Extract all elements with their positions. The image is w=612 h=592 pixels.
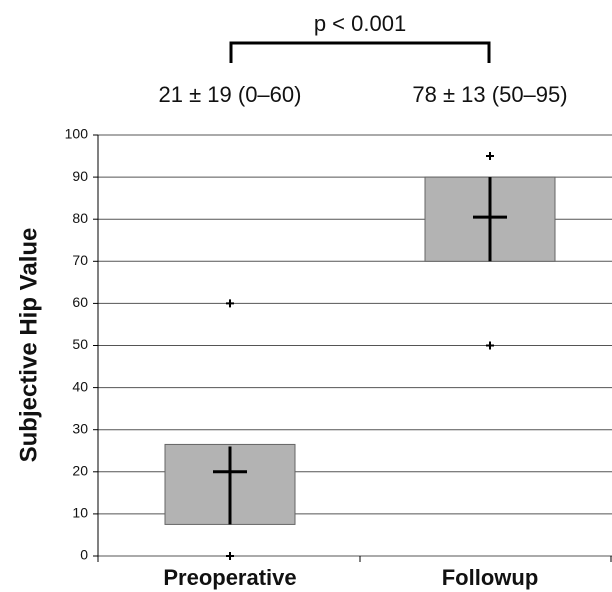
y-tick-label: 60 — [72, 294, 88, 310]
y-tick-label: 100 — [65, 126, 89, 142]
outlier — [486, 152, 494, 161]
y-tick-label: 50 — [72, 336, 88, 352]
significance-label: p < 0.001 — [314, 11, 406, 36]
y-tick-label: 10 — [72, 505, 88, 521]
y-tick-label: 90 — [72, 168, 88, 184]
outlier — [226, 552, 234, 560]
y-tick-label: 70 — [72, 252, 88, 268]
x-tick-label: Followup — [442, 565, 539, 590]
x-tick-label: Preoperative — [163, 565, 296, 590]
outlier — [226, 299, 234, 308]
y-tick-label: 30 — [72, 420, 88, 436]
y-tick-label: 80 — [72, 210, 88, 226]
annotation: 78 ± 13 (50–95) — [412, 82, 567, 107]
annotation: 21 ± 19 (0–60) — [159, 82, 302, 107]
y-tick-label: 40 — [72, 378, 88, 394]
significance-bracket — [229, 41, 491, 63]
outlier — [486, 341, 494, 350]
y-tick-label: 20 — [72, 463, 88, 479]
y-axis-label: Subjective Hip Value — [15, 228, 42, 463]
y-tick-label: 0 — [80, 547, 88, 563]
